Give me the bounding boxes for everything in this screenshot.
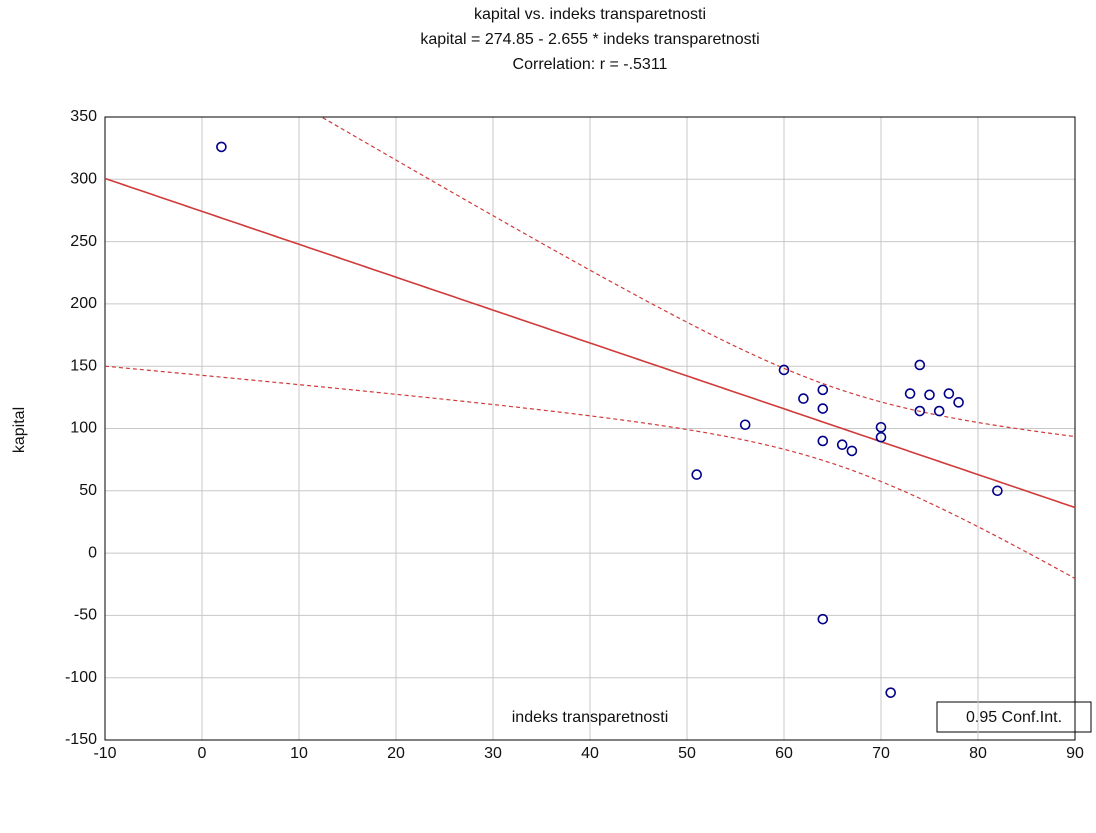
chart-subtitle: kapital = 274.85 - 2.655 * indeks transp… (420, 31, 759, 48)
x-tick-label: 40 (581, 745, 599, 762)
point (817, 435, 829, 447)
x-tick-label: 10 (290, 745, 308, 762)
point (992, 485, 1003, 497)
point (904, 388, 916, 399)
point (216, 141, 227, 153)
y-tick-label: 100 (70, 420, 97, 437)
y-tick-label: 300 (70, 171, 97, 188)
chart-title: kapital vs. indeks transparetnosti (474, 6, 706, 23)
point (875, 421, 887, 433)
x-tick-label: 30 (484, 745, 502, 762)
point (846, 445, 858, 457)
regression-line (105, 177, 1075, 509)
x-tick-label: 80 (969, 745, 987, 762)
point (933, 405, 945, 417)
point (914, 359, 926, 371)
point (817, 384, 829, 396)
point (739, 419, 751, 431)
plot-area (105, 117, 1075, 698)
point (914, 405, 926, 417)
point (778, 364, 790, 376)
point (885, 687, 897, 698)
point (817, 403, 829, 414)
y-axis-label: kapital (11, 407, 28, 453)
y-tick-label: -50 (74, 607, 97, 624)
y-tick-label: -100 (65, 669, 97, 686)
y-tick-label: 350 (70, 108, 97, 125)
x-tick-label: 90 (1066, 745, 1084, 762)
x-tick-label: 60 (775, 745, 793, 762)
y-tick-label: -150 (65, 731, 97, 748)
y-tick-label: 250 (70, 233, 97, 250)
y-tick-label: 0 (88, 544, 97, 561)
point (875, 431, 887, 443)
x-tick-label: 70 (872, 745, 890, 762)
confidence-band (320, 117, 1075, 438)
y-tick-label: 150 (70, 357, 97, 374)
y-tick-label: 200 (70, 295, 97, 312)
x-tick-label: -10 (93, 745, 116, 762)
point (924, 389, 935, 401)
confidence-band (105, 365, 1075, 579)
legend-label: 0.95 Conf.Int. (966, 709, 1062, 726)
point (817, 613, 829, 625)
point (691, 469, 703, 480)
point (798, 393, 809, 404)
point (943, 388, 955, 399)
x-tick-label: 0 (198, 745, 207, 762)
y-tick-label: 50 (79, 482, 97, 499)
point (836, 439, 848, 450)
x-tick-label: 20 (387, 745, 405, 762)
plot-frame (104, 116, 1076, 741)
legend-box (936, 701, 1092, 733)
x-tick-label: 50 (678, 745, 696, 762)
point (953, 397, 964, 408)
correlation-note: Correlation: r = -.5311 (513, 56, 668, 73)
